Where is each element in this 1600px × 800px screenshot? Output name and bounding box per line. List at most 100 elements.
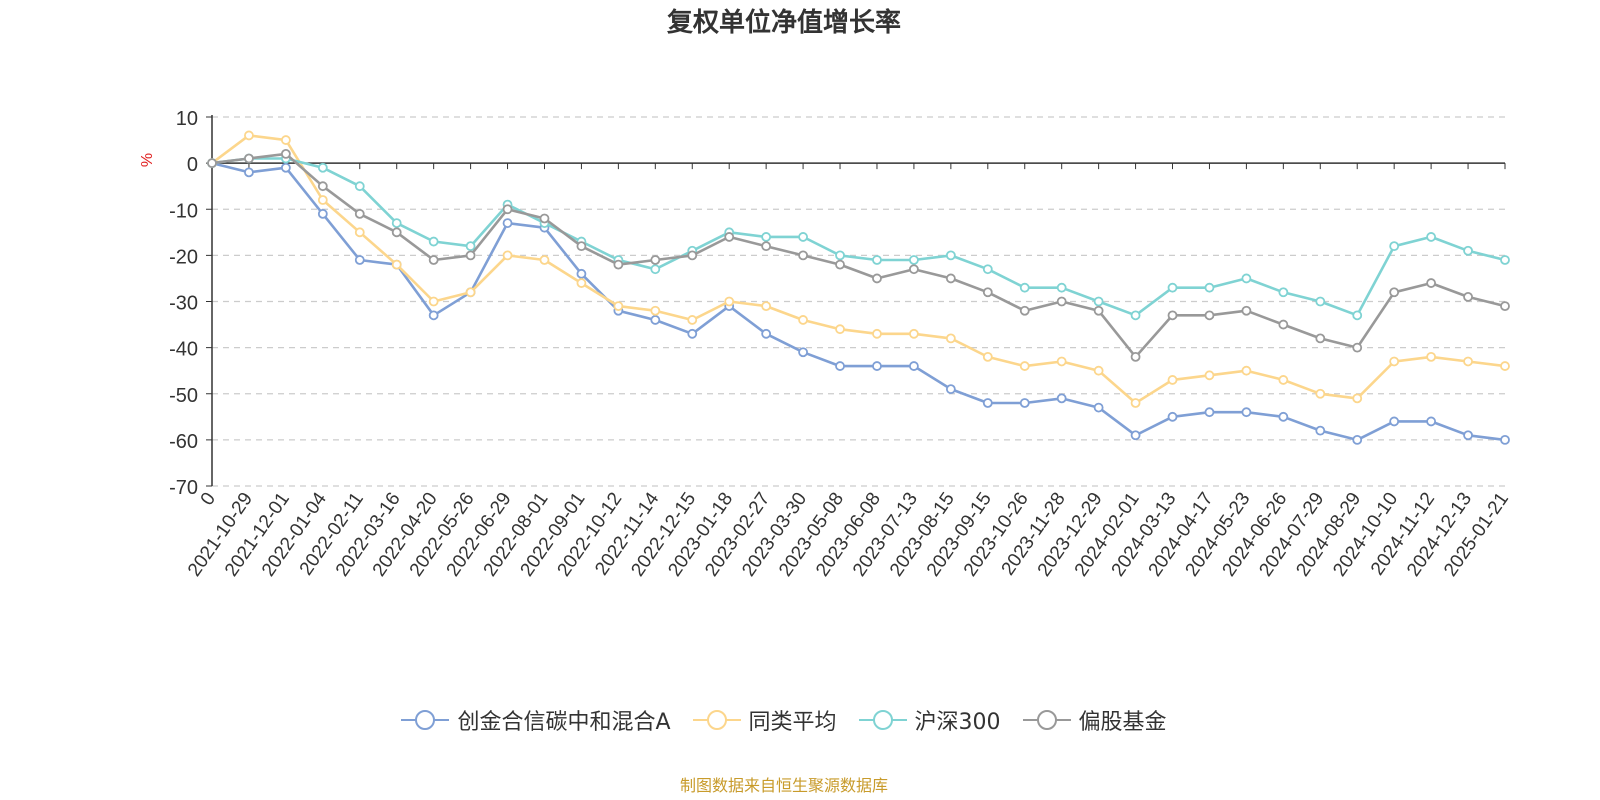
data-point[interactable]	[1389, 416, 1400, 427]
data-point[interactable]	[1056, 296, 1067, 307]
data-point[interactable]	[1204, 282, 1215, 293]
data-point[interactable]	[982, 351, 993, 362]
data-point[interactable]	[982, 398, 993, 408]
data-point[interactable]	[1056, 282, 1067, 293]
data-point[interactable]	[1241, 407, 1252, 418]
data-point[interactable]	[428, 296, 439, 307]
data-point[interactable]	[798, 250, 808, 261]
data-point[interactable]	[1167, 310, 1178, 321]
data-point[interactable]	[1500, 434, 1510, 445]
data-point[interactable]	[1463, 291, 1473, 302]
data-point[interactable]	[1130, 430, 1141, 441]
data-point[interactable]	[1204, 407, 1215, 418]
data-point[interactable]	[207, 158, 217, 169]
data-point[interactable]	[982, 287, 993, 298]
data-point[interactable]	[650, 255, 661, 265]
data-point[interactable]	[798, 232, 808, 242]
data-point[interactable]	[280, 135, 291, 145]
data-point[interactable]	[835, 259, 845, 270]
data-point[interactable]	[1093, 305, 1104, 316]
data-point[interactable]	[576, 241, 587, 252]
data-point[interactable]	[354, 181, 365, 192]
data-point[interactable]	[354, 255, 365, 265]
data-point[interactable]	[761, 241, 772, 252]
data-point[interactable]	[1389, 287, 1400, 298]
data-point[interactable]	[1130, 310, 1141, 321]
data-point[interactable]	[465, 287, 476, 298]
data-point[interactable]	[539, 213, 550, 224]
data-point[interactable]	[428, 310, 439, 321]
data-point[interactable]	[909, 328, 919, 339]
data-point[interactable]	[761, 232, 772, 242]
data-point[interactable]	[317, 195, 328, 205]
data-point[interactable]	[391, 218, 402, 228]
data-point[interactable]	[650, 264, 661, 275]
data-point[interactable]	[687, 315, 698, 325]
data-point[interactable]	[1167, 411, 1178, 422]
data-point[interactable]	[1241, 273, 1252, 284]
data-point[interactable]	[1278, 287, 1289, 298]
data-point[interactable]	[1315, 388, 1326, 399]
data-point[interactable]	[1389, 241, 1400, 252]
data-point[interactable]	[244, 130, 254, 141]
data-point[interactable]	[465, 241, 476, 252]
data-point[interactable]	[1500, 361, 1510, 371]
data-point[interactable]	[1167, 282, 1178, 293]
data-point[interactable]	[428, 236, 439, 247]
data-point[interactable]	[650, 315, 661, 325]
data-point[interactable]	[945, 273, 956, 284]
data-point[interactable]	[244, 153, 254, 164]
data-point[interactable]	[945, 333, 956, 344]
data-point[interactable]	[798, 315, 808, 325]
data-point[interactable]	[1426, 351, 1437, 362]
data-point[interactable]	[1463, 430, 1473, 441]
data-point[interactable]	[1278, 375, 1289, 385]
data-point[interactable]	[1500, 301, 1510, 312]
data-point[interactable]	[1352, 434, 1363, 445]
data-point[interactable]	[613, 259, 624, 270]
data-point[interactable]	[982, 264, 993, 275]
data-point[interactable]	[317, 181, 328, 192]
legend-item[interactable]: 沪深300	[858, 704, 1001, 736]
data-point[interactable]	[1426, 416, 1437, 427]
data-point[interactable]	[687, 328, 698, 339]
data-point[interactable]	[1019, 282, 1030, 293]
data-point[interactable]	[1278, 319, 1289, 330]
data-point[interactable]	[391, 227, 402, 238]
data-point[interactable]	[613, 301, 624, 312]
data-point[interactable]	[502, 204, 513, 215]
data-point[interactable]	[909, 264, 919, 275]
data-point[interactable]	[1315, 333, 1326, 344]
data-point[interactable]	[1204, 310, 1215, 321]
data-point[interactable]	[280, 148, 291, 159]
data-point[interactable]	[1019, 398, 1030, 408]
data-point[interactable]	[650, 305, 661, 316]
data-point[interactable]	[502, 250, 513, 261]
data-point[interactable]	[1130, 398, 1141, 408]
data-point[interactable]	[1093, 296, 1104, 307]
data-point[interactable]	[1352, 342, 1363, 353]
data-point[interactable]	[945, 384, 956, 395]
data-point[interactable]	[465, 250, 476, 261]
data-point[interactable]	[1019, 305, 1030, 316]
data-point[interactable]	[428, 255, 439, 265]
data-point[interactable]	[1056, 356, 1067, 367]
data-point[interactable]	[835, 361, 845, 371]
data-point[interactable]	[576, 278, 587, 288]
data-point[interactable]	[872, 361, 882, 371]
data-point[interactable]	[1352, 310, 1363, 321]
data-point[interactable]	[1167, 375, 1178, 385]
data-point[interactable]	[317, 162, 328, 173]
data-point[interactable]	[724, 296, 735, 307]
data-point[interactable]	[687, 250, 698, 261]
data-point[interactable]	[909, 255, 919, 265]
data-point[interactable]	[502, 218, 513, 228]
data-point[interactable]	[1389, 356, 1400, 367]
data-point[interactable]	[1463, 356, 1473, 367]
data-point[interactable]	[1204, 370, 1215, 381]
data-point[interactable]	[798, 347, 808, 358]
data-point[interactable]	[1093, 365, 1104, 376]
data-point[interactable]	[1093, 402, 1104, 413]
data-point[interactable]	[539, 255, 550, 265]
legend-item[interactable]: 同类平均	[692, 704, 837, 736]
